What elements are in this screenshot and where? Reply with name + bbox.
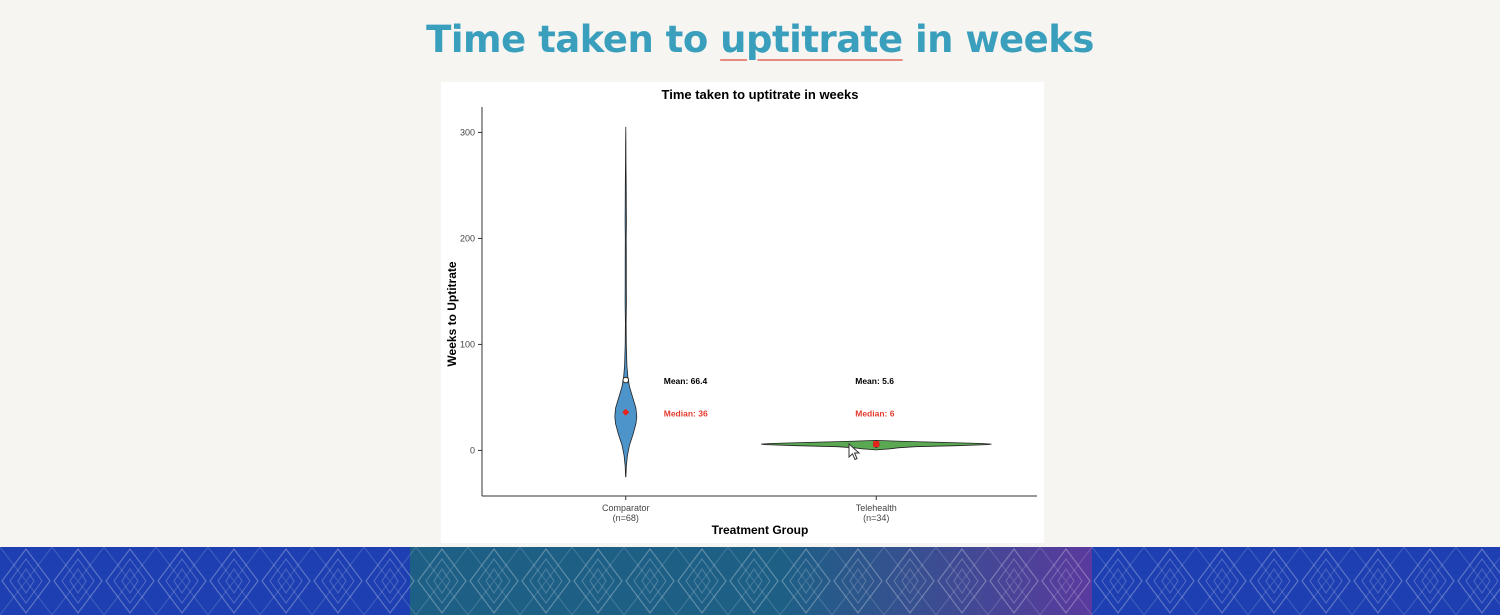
y-tick-label: 300 — [460, 127, 475, 137]
median-annotation: Median: 36 — [664, 408, 708, 418]
chart-title: Time taken to uptitrate in weeks — [662, 87, 859, 102]
violin-comparator — [614, 126, 638, 478]
slide-title-underlined-word: uptitrate — [720, 18, 903, 61]
mean-marker — [622, 376, 629, 384]
x-tick-label: Telehealth — [856, 503, 897, 513]
median-marker — [873, 441, 880, 448]
mean-annotation: Mean: 5.6 — [855, 376, 894, 386]
x-tick-sample-size: (n=34) — [863, 513, 889, 523]
x-tick-sample-size: (n=68) — [613, 513, 639, 523]
slide-title-part-1: Time taken to — [426, 18, 721, 61]
x-axis-label: Treatment Group — [712, 523, 809, 537]
median-marker — [622, 408, 630, 416]
slide-title: Time taken to uptitrate in weeks — [0, 18, 1500, 61]
slide-title-part-2: in weeks — [902, 18, 1094, 61]
y-tick-label: 0 — [470, 445, 475, 455]
mouse-cursor-icon — [848, 443, 861, 461]
x-tick-label: Comparator — [602, 503, 650, 513]
violin-chart: Time taken to uptitrate in weeks Weeks t… — [445, 87, 1037, 537]
plot-area: 0 100 200 300 Comparator(n=68) Telehealth(n=3… — [460, 107, 1037, 523]
y-tick-label: 200 — [460, 233, 475, 243]
decorative-pattern-banner — [0, 547, 1500, 615]
median-annotation: Median: 6 — [855, 408, 894, 418]
y-axis-label: Weeks to Uptitrate — [445, 261, 459, 366]
chart-frame: Time taken to uptitrate in weeks Weeks t… — [441, 82, 1044, 543]
y-tick-label: 100 — [460, 339, 475, 349]
mean-annotation: Mean: 66.4 — [664, 376, 708, 386]
